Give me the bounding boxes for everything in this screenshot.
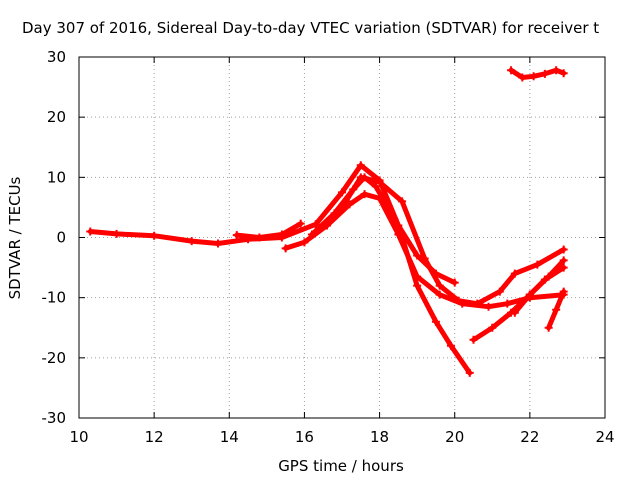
series-line [87, 162, 473, 376]
data-point [431, 269, 440, 278]
data-point [375, 178, 384, 187]
data-point [469, 335, 478, 344]
y-tick-label: -10 [42, 289, 67, 307]
data-point [322, 221, 331, 230]
y-tick-label: -20 [42, 349, 67, 367]
data-point [488, 323, 497, 332]
series-line [234, 221, 304, 240]
y-tick-label: 20 [47, 108, 66, 126]
data-point [307, 230, 316, 239]
data-point [495, 287, 504, 296]
data-point [484, 302, 493, 311]
data-point [281, 244, 290, 253]
data-point [559, 256, 568, 265]
data-point [345, 200, 354, 209]
data-point [214, 239, 223, 248]
x-tick-label: 22 [520, 428, 539, 446]
data-point [559, 245, 568, 254]
data-point [503, 299, 512, 308]
x-axis-label: GPS time / hours [278, 457, 404, 475]
chart-title: Day 307 of 2016, Sidereal Day-to-day VTE… [22, 19, 599, 37]
axis-ticks: 10 12 14 16 18 20 22 24 -30 -20 -10 0 10 20 30 [42, 48, 615, 446]
data-point [431, 317, 440, 326]
data-point [398, 197, 407, 206]
series-track-g [510, 263, 568, 317]
data-point [338, 188, 346, 197]
data-point [232, 231, 241, 240]
x-tick-label: 18 [370, 428, 389, 446]
data-point [86, 227, 95, 236]
x-tick-label: 12 [145, 428, 164, 446]
data-point [255, 233, 264, 242]
data-point [559, 263, 568, 272]
series-track-h [544, 287, 568, 332]
data-point [525, 290, 534, 299]
data-point [552, 66, 561, 75]
data-point [349, 185, 358, 194]
data-point [458, 299, 467, 308]
data-point [187, 237, 196, 246]
data-point [413, 281, 422, 290]
data-point [552, 305, 561, 314]
data-point [507, 66, 516, 75]
data-point [371, 182, 380, 191]
data-point [510, 269, 519, 278]
data-point [413, 251, 422, 260]
data-point [559, 69, 568, 78]
data-point [150, 231, 159, 240]
y-tick-label: 0 [56, 229, 66, 247]
x-tick-label: 24 [595, 428, 614, 446]
series-track-i [507, 66, 568, 82]
data-point [540, 69, 549, 78]
data-point [446, 341, 455, 350]
data-point [311, 220, 320, 229]
series-track-c [281, 173, 568, 308]
data-point [375, 194, 384, 203]
data-point [435, 290, 444, 299]
series-track-a [86, 161, 474, 377]
x-tick-label: 14 [220, 428, 239, 446]
series-line [512, 265, 567, 316]
data-marks [86, 66, 568, 377]
data-point [533, 260, 542, 269]
data-point [300, 238, 309, 247]
data-point [360, 173, 369, 182]
data-point [559, 287, 568, 296]
data-point [544, 323, 553, 332]
data-point [394, 230, 403, 239]
data-point [450, 278, 459, 287]
data-point [465, 368, 474, 377]
y-axis-label: SDTVAR / TECUs [6, 176, 24, 299]
y-tick-label: 10 [47, 168, 66, 186]
y-tick-label: 30 [47, 48, 66, 66]
data-point [413, 272, 422, 281]
data-point [529, 72, 538, 81]
data-point [518, 73, 527, 82]
x-tick-label: 16 [295, 428, 314, 446]
grid [79, 57, 605, 418]
data-point [540, 275, 549, 284]
data-point [360, 190, 369, 199]
series-track-b [232, 219, 305, 242]
x-tick-label: 20 [445, 428, 464, 446]
data-point [277, 230, 286, 239]
data-point [112, 229, 121, 238]
data-point [510, 308, 519, 317]
data-point [435, 281, 444, 290]
y-tick-label: -30 [42, 409, 67, 427]
data-point [356, 161, 365, 170]
data-point [296, 219, 305, 228]
x-tick-label: 10 [69, 428, 88, 446]
